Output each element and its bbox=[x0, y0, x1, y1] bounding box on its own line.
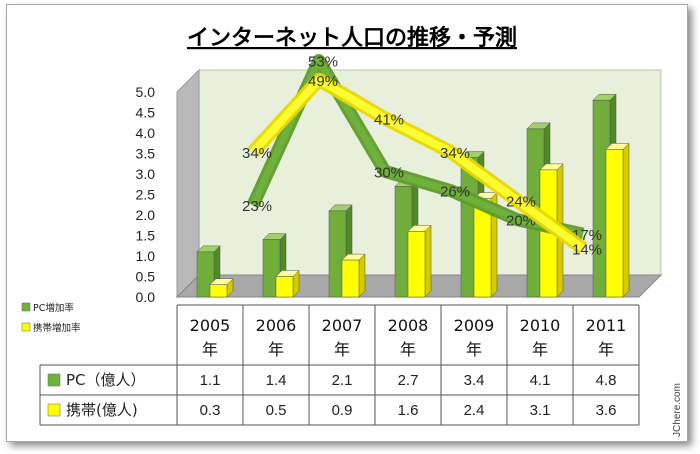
category-label: 年 bbox=[334, 340, 350, 359]
rate-lines: 23%53%30%26%20%17%34%49%41%34%24%14% bbox=[242, 54, 602, 259]
mobile-rate-label: 49% bbox=[308, 73, 338, 90]
y-tick-label: 4.0 bbox=[136, 125, 156, 141]
y-tick-label: 2.5 bbox=[136, 187, 156, 203]
table-cell: 0.3 bbox=[200, 402, 221, 419]
category-label: 年 bbox=[268, 340, 284, 359]
y-tick-label: 1.5 bbox=[136, 228, 156, 244]
mobile-rate-label: 41% bbox=[374, 111, 404, 128]
category-label: 2009 bbox=[454, 316, 495, 335]
mobile-rate-label: 34% bbox=[440, 145, 470, 162]
table-cell: 3.6 bbox=[596, 402, 617, 419]
y-tick-label: 1.0 bbox=[136, 248, 156, 264]
bar-side-face bbox=[424, 224, 432, 298]
table-cell: 0.5 bbox=[266, 402, 287, 419]
bars bbox=[196, 93, 630, 298]
y-tick-label: 3.0 bbox=[136, 166, 156, 182]
bar-front-face bbox=[209, 284, 228, 298]
y-tick-label: 5.0 bbox=[136, 84, 156, 100]
data-table: 2005 年 2006 年 2007 年 2008 年 2009 年 2010 年 2011 年 PC（億人… bbox=[39, 304, 640, 426]
category-label: 年 bbox=[466, 340, 482, 359]
mobile-rate-line-highlight bbox=[250, 75, 586, 252]
table-cell: 4.8 bbox=[596, 372, 617, 389]
pc-rate-label: 23% bbox=[242, 198, 272, 215]
watermark: JChere.com bbox=[672, 383, 683, 437]
y-tick-label: 2.0 bbox=[136, 207, 156, 223]
category-label: 2006 bbox=[256, 316, 297, 335]
category-label: 年 bbox=[202, 340, 218, 359]
category-label: 2005 bbox=[190, 316, 231, 335]
table-cell: 3.4 bbox=[464, 372, 485, 389]
table-cell: 1.1 bbox=[200, 372, 221, 389]
category-label: 2011 bbox=[586, 316, 627, 335]
table-cell: 1.4 bbox=[266, 372, 287, 389]
mobile-rate-label: 34% bbox=[242, 145, 272, 162]
category-label: 2008 bbox=[388, 316, 429, 335]
table-cell: 1.6 bbox=[398, 402, 419, 419]
row-header: 携帯(億人) bbox=[66, 401, 138, 419]
row-swatch bbox=[47, 403, 61, 417]
y-tick-label: 4.5 bbox=[136, 105, 156, 121]
legend-swatch bbox=[21, 302, 31, 312]
mobile-rate-label: 14% bbox=[572, 242, 602, 259]
pc-rate-label: 30% bbox=[374, 164, 404, 181]
table-cell: 2.1 bbox=[332, 372, 353, 389]
y-tick-label: 3.5 bbox=[136, 146, 156, 162]
row-header: PC（億人） bbox=[66, 371, 146, 389]
row-swatch bbox=[47, 373, 61, 387]
chart-frame: インターネット人口の推移・予測 0.0 0.5 1.0 1.5 2.0 2.5 3.0 3.5… bbox=[6, 4, 688, 442]
y-tick-label: 0.5 bbox=[136, 269, 156, 285]
legend-swatch bbox=[21, 322, 31, 332]
category-label: 2007 bbox=[322, 316, 363, 335]
table-cell: 3.1 bbox=[530, 402, 551, 419]
bar-front-face bbox=[407, 231, 426, 298]
bar-mobile bbox=[275, 269, 300, 298]
table-cell: 2.4 bbox=[464, 402, 485, 419]
table-cell: 0.9 bbox=[332, 402, 353, 419]
plot-side-wall bbox=[176, 68, 200, 299]
bar-side-face bbox=[622, 142, 630, 298]
y-tick-label: 0.0 bbox=[136, 289, 156, 305]
chart-title: インターネット人口の推移・予測 bbox=[187, 25, 517, 51]
category-label: 年 bbox=[532, 340, 548, 359]
y-axis: 0.0 0.5 1.0 1.5 2.0 2.5 3.0 3.5 4.0 4.5 5.0 bbox=[136, 84, 156, 305]
bar-mobile bbox=[473, 191, 498, 298]
legend-label: 携帯増加率 bbox=[33, 322, 81, 334]
bar-front-face bbox=[275, 276, 294, 298]
bar-front-face bbox=[605, 149, 624, 298]
pc-rate-label: 26% bbox=[440, 184, 470, 201]
pc-rate-label: 53% bbox=[308, 54, 338, 71]
mobile-rate-label: 24% bbox=[506, 193, 536, 210]
category-label: 2010 bbox=[520, 316, 561, 335]
category-label: 年 bbox=[598, 340, 614, 359]
legend-label: PC増加率 bbox=[33, 302, 74, 314]
category-label: 年 bbox=[400, 340, 416, 359]
bar-mobile bbox=[209, 278, 234, 298]
table-cell: 2.7 bbox=[398, 372, 419, 389]
internet-population-chart: インターネット人口の推移・予測 0.0 0.5 1.0 1.5 2.0 2.5 3.0 3.5… bbox=[21, 25, 683, 437]
bar-mobile bbox=[605, 142, 630, 298]
bar-front-face bbox=[341, 259, 360, 298]
bar-mobile bbox=[407, 224, 432, 298]
table-cell: 4.1 bbox=[530, 372, 551, 389]
bar-mobile bbox=[341, 253, 366, 298]
bar-side-face bbox=[358, 253, 366, 298]
